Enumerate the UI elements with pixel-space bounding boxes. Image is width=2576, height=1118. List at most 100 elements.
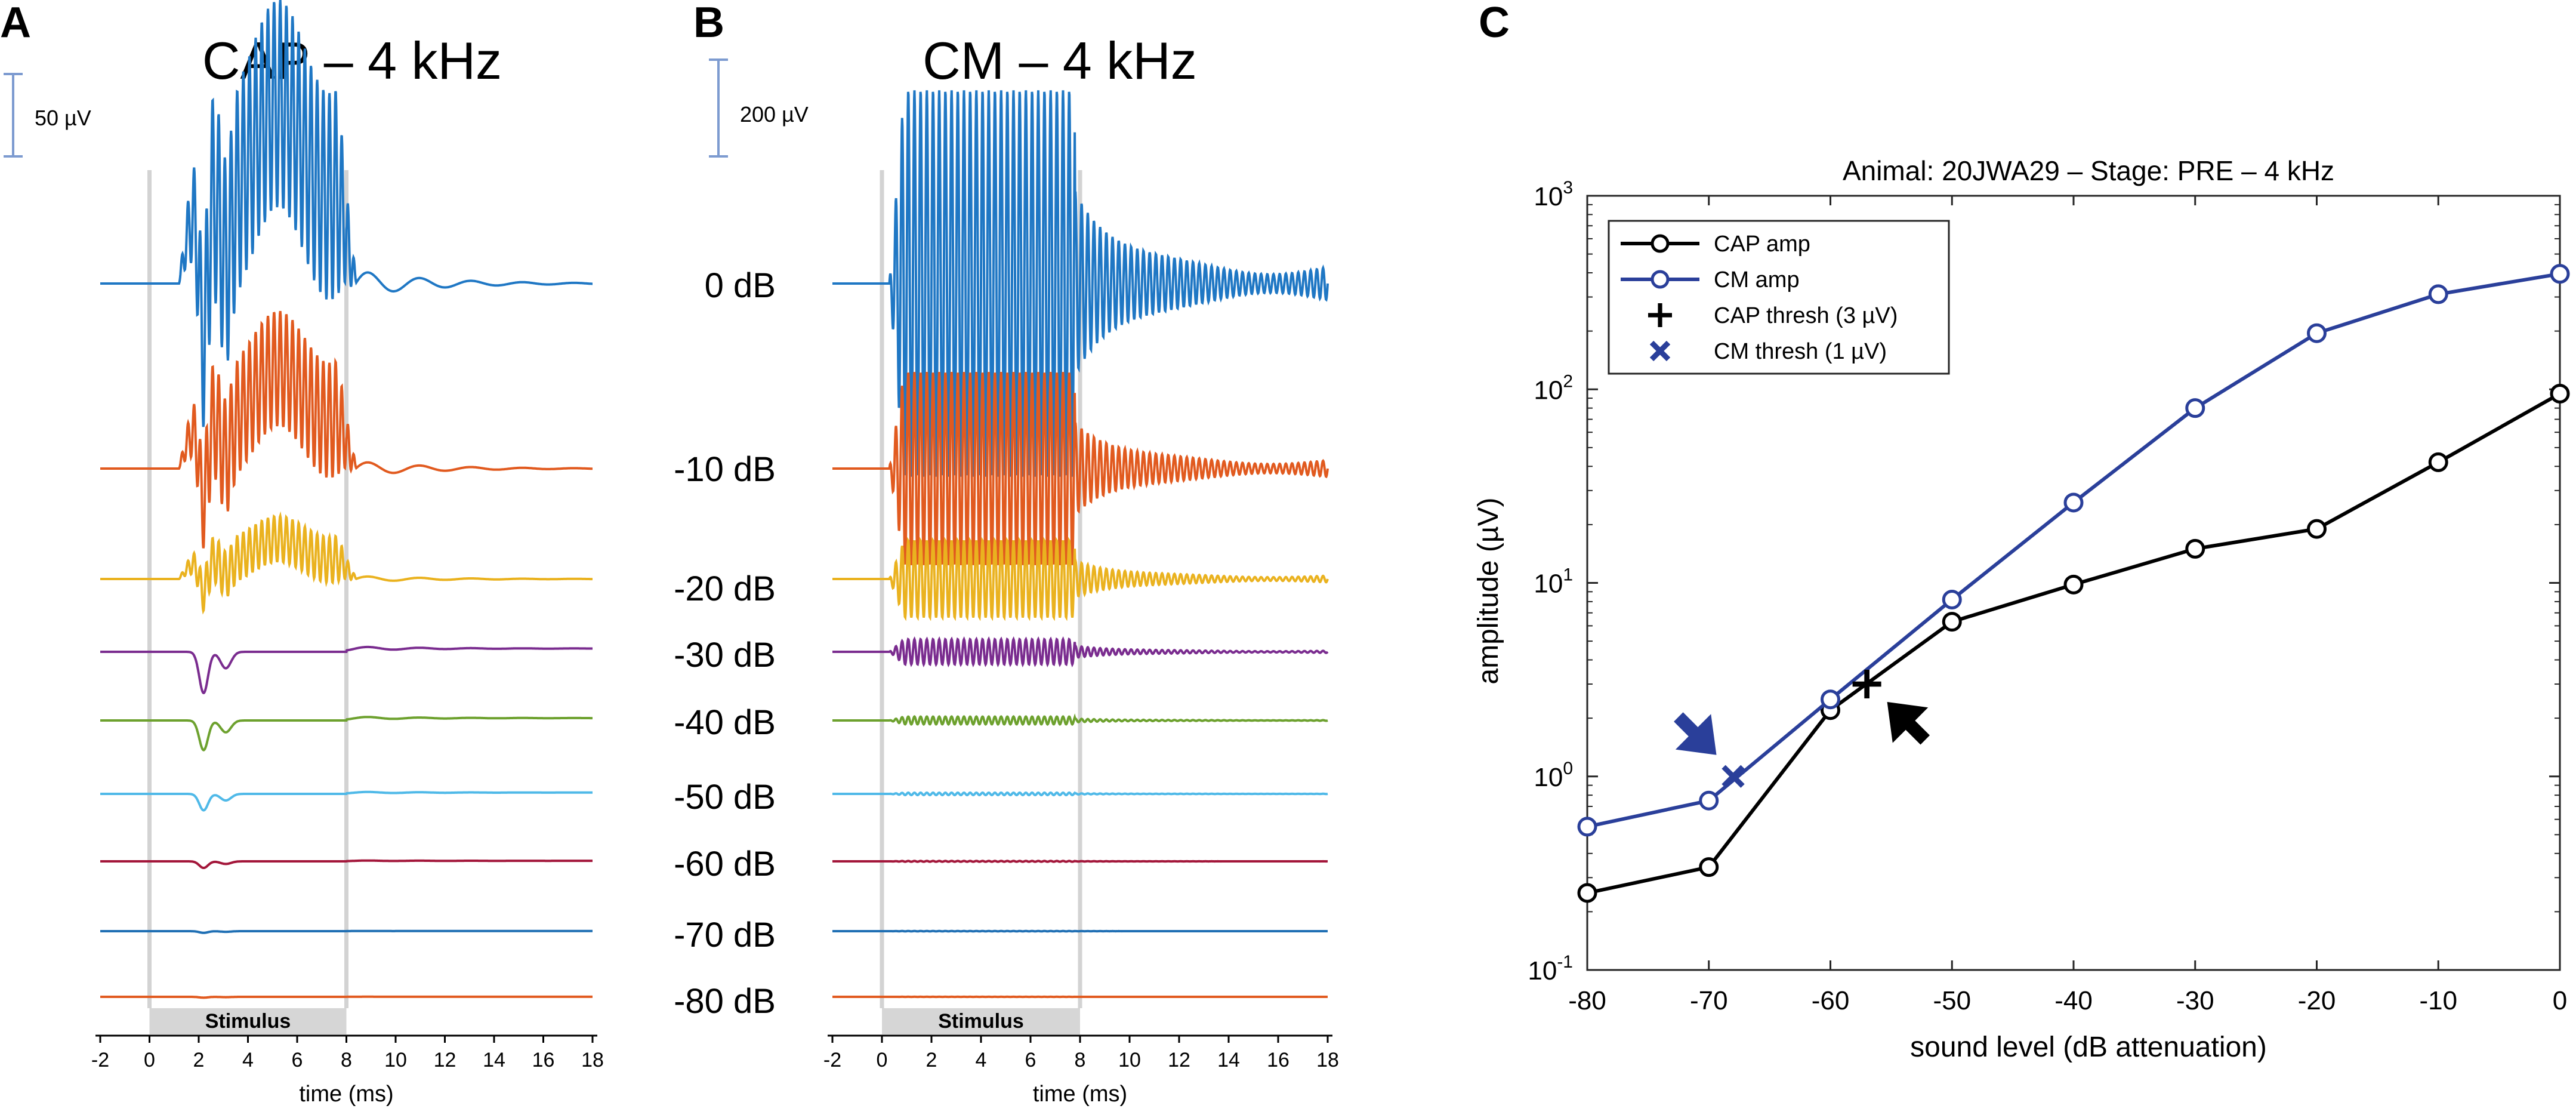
panel-c-ylabel: amplitude (µV) bbox=[1473, 497, 1504, 684]
panel-c-y-tick-label: 102 bbox=[1534, 371, 1573, 405]
panel-a-x-tick-label: -2 bbox=[91, 1049, 109, 1071]
panel-c-legend-plus-marker bbox=[1648, 303, 1672, 328]
panel-a: A CAP – 4 kHz 50 µV Stimulus -2 0 2 4 6 8 10 12 1… bbox=[0, 0, 604, 1107]
panel-c-legend-label: CM thresh (1 µV) bbox=[1714, 339, 1887, 364]
panel-c-x-tick-label: -60 bbox=[1812, 986, 1850, 1015]
panel-a-scale-label: 50 µV bbox=[35, 106, 91, 130]
panel-b-scale-label: 200 µV bbox=[740, 102, 809, 127]
panel-c-point-cap-amp bbox=[2063, 574, 2084, 595]
panel-c-point-cap-amp bbox=[2550, 383, 2570, 404]
panel-c-x-tick-label: -70 bbox=[1690, 986, 1728, 1015]
panel-c-y-tick-label: 101 bbox=[1534, 565, 1573, 599]
panel-a-trace-minus80dB bbox=[100, 995, 593, 999]
panel-b-traces bbox=[832, 90, 1329, 999]
panel-c-point-cm-amp bbox=[2428, 284, 2448, 304]
panel-a-x-tick-label: 14 bbox=[483, 1049, 505, 1071]
panel-b-stimulus-bar bbox=[882, 1008, 1080, 1034]
panel-c-y-tick-label: 100 bbox=[1534, 759, 1573, 792]
panel-c-point-cap-amp bbox=[2428, 452, 2448, 472]
panel-a-axis: Stimulus -2 0 2 4 6 8 10 12 14 16 18 time (ms) bbox=[91, 170, 604, 1107]
panel-a-trace-minus10dB bbox=[100, 310, 593, 549]
panel-a-trace-minus70dB bbox=[100, 929, 593, 934]
panel-a-trace-minus60dB bbox=[100, 859, 593, 869]
panel-b-x-tick-label: 14 bbox=[1217, 1049, 1240, 1071]
level-label: -60 dB bbox=[674, 845, 776, 883]
panel-c-point-cap-amp bbox=[1577, 883, 1597, 903]
panel-a-x-tick-label: 2 bbox=[193, 1049, 205, 1071]
level-label: 0 dB bbox=[705, 266, 776, 305]
level-label: -20 dB bbox=[674, 569, 776, 608]
panel-c-cm-threshold-marker-b bbox=[1722, 765, 1745, 788]
panel-c-y-tick-label: 10-1 bbox=[1528, 952, 1573, 985]
panel-c-x-tick-label: 0 bbox=[2553, 986, 2567, 1015]
panel-c-point-cm-amp bbox=[2307, 323, 2327, 343]
level-label: -40 dB bbox=[674, 703, 776, 742]
panel-a-trace-minus40dB bbox=[100, 716, 593, 752]
panel-c-x-tick-label: -40 bbox=[2054, 986, 2093, 1015]
panel-c-point-cm-amp bbox=[1942, 589, 1962, 609]
panel-c-point-cap-amp bbox=[1942, 612, 1962, 632]
panel-b-x-tick-label: 12 bbox=[1168, 1049, 1190, 1071]
panel-c-cap-threshold-arrow bbox=[1887, 702, 1930, 745]
panel-c-legend-label: CAP thresh (3 µV) bbox=[1714, 303, 1898, 328]
panel-a-x-tick-label: 0 bbox=[144, 1049, 155, 1071]
panel-b: B CM – 4 kHz 200 µV Stimulus -2 0 2 4 6 8 10 12 1… bbox=[693, 0, 1339, 1107]
level-label: -30 dB bbox=[674, 636, 776, 675]
panel-b-trace-minus40dB bbox=[832, 713, 1328, 726]
panel-c-legend-marker bbox=[1651, 234, 1670, 253]
panel-a-x-tick-label: 4 bbox=[242, 1049, 254, 1071]
panel-c-point-cap-amp bbox=[2307, 519, 2327, 539]
panel-a-traces bbox=[100, 0, 593, 999]
panel-a-trace-minus20dB bbox=[100, 511, 593, 615]
panel-b-x-tick-label: 0 bbox=[877, 1049, 888, 1071]
panel-c-point-cm-amp bbox=[1821, 689, 1840, 710]
panel-b-x-tick-label: 10 bbox=[1118, 1049, 1141, 1071]
panel-a-letter: A bbox=[0, 0, 31, 47]
panel-a-trace-minus30dB bbox=[100, 645, 593, 695]
panel-c-cap-threshold-marker bbox=[1852, 670, 1881, 699]
panel-b-trace-minus50dB bbox=[832, 791, 1328, 797]
panel-c-legend-marker bbox=[1651, 270, 1670, 289]
panel-c-xlabel: sound level (dB attenuation) bbox=[1910, 1031, 2267, 1063]
panel-a-trace-minus50dB bbox=[100, 790, 593, 812]
panel-b-title: CM – 4 kHz bbox=[923, 31, 1197, 90]
panel-c-x-tick-label: -50 bbox=[1933, 986, 1971, 1015]
panel-c-plot: -80 -70 -60 -50 -40 -30 -20 -10 0 10-1 100 101 102 10… bbox=[1528, 178, 2570, 1015]
panel-a-x-tick-label: 10 bbox=[384, 1049, 407, 1071]
panel-c-point-cap-amp bbox=[1699, 857, 1719, 877]
panel-b-x-tick-label: 6 bbox=[1025, 1049, 1036, 1071]
panel-c-x-tick-label: -80 bbox=[1568, 986, 1606, 1015]
panel-c-title: Animal: 20JWA29 – Stage: PRE – 4 kHz bbox=[1843, 155, 2334, 186]
panel-b-xlabel: time (ms) bbox=[1033, 1082, 1127, 1107]
panel-a-x-tick-label: 18 bbox=[581, 1049, 604, 1071]
panel-b-trace-0dB bbox=[832, 90, 1329, 477]
level-label: -10 dB bbox=[674, 450, 776, 489]
level-label: -80 dB bbox=[674, 982, 776, 1021]
panel-b-letter: B bbox=[693, 0, 724, 47]
panel-b-trace-minus20dB bbox=[832, 537, 1329, 621]
panel-c-y-tick-label: 103 bbox=[1534, 178, 1573, 211]
panel-b-stimulus-label: Stimulus bbox=[938, 1010, 1024, 1033]
panel-c-point-cm-amp bbox=[2550, 264, 2570, 284]
panel-c-point-cm-amp bbox=[1577, 817, 1597, 837]
level-label: -50 dB bbox=[674, 778, 776, 817]
panel-c-point-cap-amp bbox=[2185, 538, 2205, 559]
panel-b-x-tick-label: -2 bbox=[823, 1049, 841, 1071]
panel-a-stimulus-label: Stimulus bbox=[205, 1010, 291, 1033]
panel-a-title: CAP – 4 kHz bbox=[202, 31, 502, 90]
panel-c-point-cm-amp bbox=[2185, 398, 2205, 418]
panel-c-letter: C bbox=[1479, 0, 1510, 47]
panel-a-xlabel: time (ms) bbox=[299, 1082, 393, 1107]
panel-c: C Animal: 20JWA29 – Stage: PRE – 4 kHz -… bbox=[1473, 0, 2570, 1063]
panel-c-cm-threshold-arrow bbox=[1674, 712, 1717, 755]
panel-c-legend-label: CM amp bbox=[1714, 267, 1800, 292]
panel-b-x-tick-label: 2 bbox=[926, 1049, 937, 1071]
panel-b-trace-minus10dB bbox=[832, 372, 1329, 565]
level-labels: 0 dB -10 dB -20 dB -30 dB -40 dB -50 dB -60 dB… bbox=[674, 266, 776, 1021]
panel-c-x-tick-label: -30 bbox=[2176, 986, 2214, 1015]
panel-b-x-tick-label: 4 bbox=[976, 1049, 987, 1071]
panel-c-point-cm-amp bbox=[2063, 492, 2084, 513]
panel-a-stimulus-bar bbox=[149, 1008, 347, 1034]
panel-c-legend-label: CAP amp bbox=[1714, 232, 1810, 257]
